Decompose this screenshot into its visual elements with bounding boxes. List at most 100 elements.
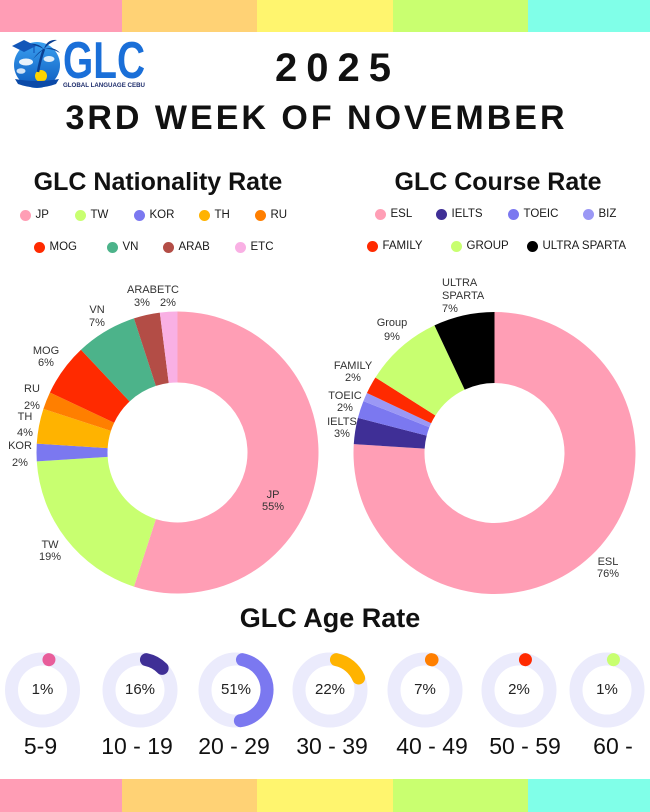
report-year: 2025 [275, 46, 400, 90]
nationality-slice-label-mog: 6% [38, 356, 54, 369]
nationality-slice-label-mog: MOG [32, 344, 60, 357]
course-slice-ielts [353, 417, 427, 449]
course-slice-label-ielts: 3% [334, 427, 350, 440]
legend-swatch [374, 208, 386, 220]
legend-swatch [582, 208, 594, 220]
legend-item-etc: ETC [234, 239, 274, 255]
nationality-slice-th [36, 408, 111, 449]
stripe-yellow [257, 779, 393, 812]
nationality-slice-label-arab: ARAB [127, 283, 157, 296]
age-ring-value: 16% [124, 681, 156, 698]
nationality-slice-label-jp: JP [266, 488, 280, 501]
legend-swatch [162, 241, 174, 253]
nationality-chart-title: GLC Nationality Rate [33, 168, 283, 196]
age-category-label: 50 - 59 [489, 733, 561, 759]
nationality-slice-label-etc: 2% [160, 296, 176, 309]
legend-item-kor: KOR [133, 207, 175, 223]
course-slice-label-ultra-sparta: SPARTA [442, 289, 485, 302]
course-slice-label-ielts: IELTS [327, 415, 357, 428]
legend-swatch [435, 208, 447, 220]
age-ring-progress-5-9 [5, 652, 80, 728]
legend-swatch [450, 240, 462, 252]
report-period: 3RD WEEK OF NOVEMBER [65, 99, 568, 137]
legend-swatch [234, 241, 246, 253]
nationality-slice-ru [43, 392, 115, 431]
course-slice-label-family: 2% [345, 371, 361, 384]
age-ring-value: 22% [314, 681, 346, 698]
age-ring-progress-60- [569, 652, 645, 728]
legend-label: TOEIC [523, 208, 559, 220]
age-ring-value: 2% [508, 681, 530, 698]
age-ring-progress-20-29 [198, 652, 274, 728]
course-slice-label-ultra-sparta: ULTRA [442, 276, 478, 289]
legend-label: KOR [149, 209, 175, 221]
course-slice-label-ultra-sparta: 7% [442, 302, 458, 315]
legend-item-toeic: TOEIC [507, 206, 559, 222]
nationality-slice-arab [133, 312, 169, 386]
legend-swatch [33, 241, 45, 253]
age-category-label: 20 - 29 [198, 733, 270, 759]
legend-label: BIZ [598, 208, 617, 220]
logo-wordmark: GLC [63, 34, 145, 90]
course-slice-label-group: Group [376, 316, 408, 329]
age-category-label: 60 - [593, 733, 633, 759]
course-slice-esl [353, 312, 636, 595]
legend-swatch [74, 209, 86, 221]
legend-label: JP [35, 209, 49, 221]
age-category-label: 5-9 [23, 733, 58, 759]
legend-item-ultra-sparta: ULTRA SPARTA [526, 238, 627, 254]
legend-label: ARAB [178, 241, 210, 253]
nationality-slice-tw [36, 456, 156, 587]
legend-label: FAMILY [382, 240, 423, 252]
course-slice-label-esl: 76% [596, 567, 620, 580]
stripe-green [393, 779, 528, 812]
nationality-slice-label-arab: 3% [134, 296, 150, 309]
course-slice-ultra-sparta [434, 312, 495, 390]
legend-label: ULTRA SPARTA [542, 240, 627, 252]
globe-palm-icon [12, 39, 60, 88]
legend-swatch [198, 209, 210, 221]
nationality-slice-label-tw: TW [41, 538, 59, 551]
stripe-cyan [528, 0, 650, 32]
stripe-cyan [528, 779, 650, 812]
legend-item-family: FAMILY [366, 238, 423, 254]
age-chart-title: GLC Age Rate [239, 603, 421, 633]
stripe-yellow [257, 0, 393, 32]
course-slice-group [375, 325, 465, 416]
legend-label: VN [122, 241, 139, 253]
stripe-pink [0, 0, 122, 32]
legend-item-group: GROUP [450, 238, 509, 254]
legend-item-tw: TW [74, 207, 108, 223]
age-ring-progress-10-19 [102, 652, 178, 728]
bottom-color-stripes [0, 779, 650, 812]
age-category-label: 10 - 19 [101, 733, 173, 759]
age-ring-progress-40-49 [387, 652, 463, 728]
legend-label: RU [270, 209, 288, 221]
course-chart-title: GLC Course Rate [394, 168, 602, 196]
nationality-slice-etc [159, 311, 178, 384]
course-slice-label-esl: ESL [597, 555, 619, 568]
legend-item-arab: ARAB [162, 239, 210, 255]
legend-label: TH [214, 209, 230, 221]
nationality-slice-label-jp: 55% [261, 500, 285, 513]
age-ring-value: 1% [31, 681, 54, 698]
legend-label: GROUP [466, 240, 509, 252]
legend-swatch [254, 209, 266, 221]
stripe-green [393, 0, 528, 32]
age-ring-progress-30-39 [292, 652, 368, 728]
legend-swatch [106, 241, 118, 253]
nationality-slice-jp [133, 311, 319, 594]
nationality-slice-label-th: TH [17, 410, 33, 423]
nationality-slice-label-kor: 2% [12, 456, 28, 469]
legend-swatch [366, 240, 378, 252]
logo-tagline: GLOBAL LANGUAGE CEBU [63, 82, 145, 89]
course-slice-label-family: FAMILY [333, 359, 373, 372]
course-slice-biz [363, 392, 432, 428]
nationality-slice-mog [49, 349, 130, 423]
course-slice-label-group: 9% [384, 330, 400, 343]
course-slice-label-toeic: 2% [337, 401, 353, 414]
age-category-label: 40 - 49 [396, 733, 468, 759]
legend-item-ru: RU [254, 207, 288, 223]
stripe-orange [122, 779, 257, 812]
